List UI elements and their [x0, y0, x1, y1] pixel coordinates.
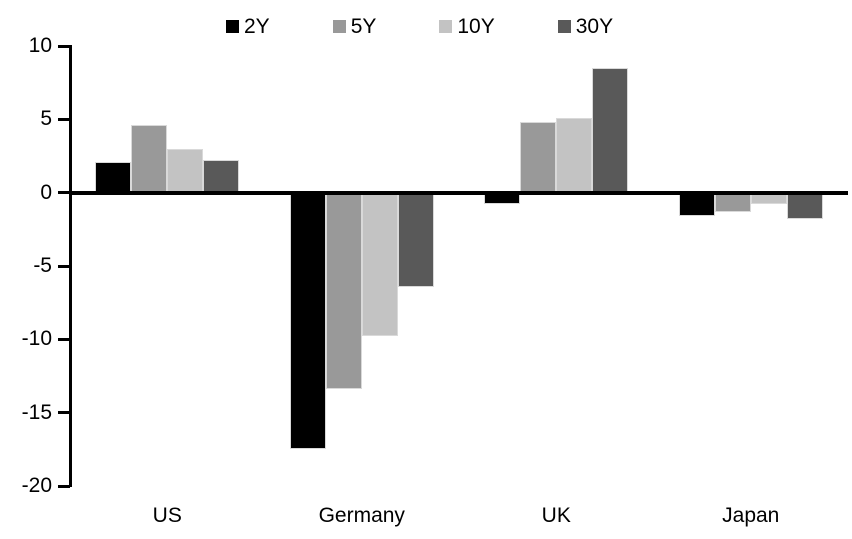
bar-japan-2y — [678, 192, 715, 217]
y-axis-tick — [58, 337, 70, 341]
bar-japan-5y — [714, 192, 751, 212]
bar-us-2y — [95, 161, 132, 193]
y-axis-tick-label: 0 — [40, 180, 52, 204]
y-axis-tick — [58, 264, 70, 268]
legend-item-5y: 5Y — [332, 15, 377, 38]
zero-baseline — [70, 190, 848, 195]
y-axis-tick-label: 5 — [40, 107, 52, 131]
y-axis-tick — [58, 117, 70, 121]
legend-swatch-icon — [439, 20, 453, 33]
legend-label: 5Y — [350, 15, 377, 38]
y-axis-tick-label: -10 — [21, 327, 52, 351]
y-axis-tick — [58, 44, 70, 48]
category-label-uk: UK — [541, 504, 571, 527]
bar-us-30y — [203, 160, 240, 193]
bar-us-10y — [167, 148, 204, 193]
bar-uk-30y — [592, 68, 629, 193]
y-axis-tick — [58, 484, 70, 488]
bar-germany-5y — [325, 192, 362, 390]
legend-swatch-icon — [332, 20, 346, 33]
bar-us-5y — [131, 125, 168, 193]
legend-swatch-icon — [226, 20, 239, 33]
y-axis-tick — [58, 411, 70, 415]
chart-legend: 2Y 5Y 10Y 30Y — [226, 16, 613, 37]
legend-label: 30Y — [575, 15, 614, 38]
y-axis-tick-label: -15 — [21, 400, 52, 424]
y-axis-tick-label: -20 — [21, 474, 52, 497]
legend-item-30y: 30Y — [557, 15, 614, 38]
y-axis-tick-label: 10 — [28, 34, 52, 57]
category-label-germany: Germany — [318, 504, 405, 527]
legend-item-10y: 10Y — [439, 15, 495, 38]
category-label-us: US — [152, 504, 182, 527]
legend-label: 2Y — [244, 15, 270, 38]
bar-uk-5y — [520, 122, 557, 193]
legend-label: 10Y — [457, 15, 495, 38]
bar-germany-2y — [289, 192, 326, 450]
category-label-japan: Japan — [722, 504, 780, 527]
bar-germany-10y — [361, 192, 398, 337]
bar-uk-10y — [556, 117, 593, 193]
y-axis-tick — [58, 191, 70, 195]
bar-germany-30y — [397, 192, 434, 287]
y-axis-tick-label: -5 — [33, 254, 52, 277]
bar-japan-30y — [786, 192, 823, 220]
y-axis-line — [68, 45, 72, 487]
legend-swatch-icon — [557, 20, 571, 33]
legend-item-2y: 2Y — [226, 16, 270, 37]
